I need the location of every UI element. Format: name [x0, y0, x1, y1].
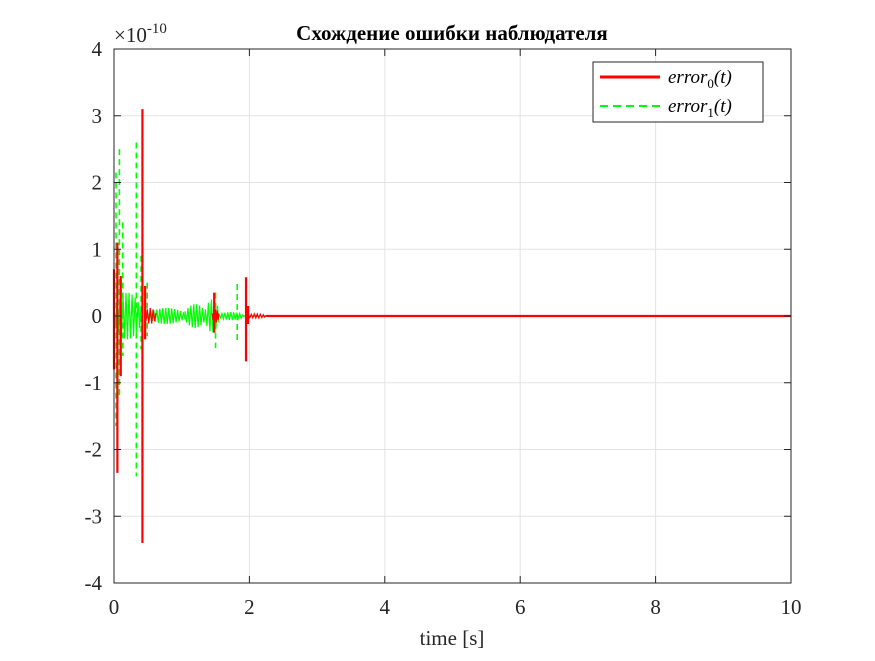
x-tick-label: 0: [109, 595, 120, 619]
x-tick-label: 10: [781, 595, 802, 619]
y-tick-label: 1: [92, 237, 103, 261]
y-tick-labels: 4 3 2 1 0 -1 -2 -3 -4: [85, 37, 103, 595]
y-tick-label: -2: [85, 438, 103, 462]
oscillation-band: [113, 292, 142, 340]
oscillation-band: [184, 304, 206, 329]
legend-label-error1: error1(t): [668, 96, 732, 120]
x-tick-label: 4: [380, 595, 391, 619]
y-exponent-power: -10: [147, 21, 167, 37]
y-tick-label: 0: [92, 304, 103, 328]
x-tick-labels: 0 2 4 6 8 10: [109, 595, 802, 619]
y-tick-label: 3: [92, 104, 103, 128]
x-axis-label: time [s]: [420, 626, 485, 650]
oscillation-band: [143, 307, 157, 324]
y-exponent-multiplier: ×10-10: [114, 21, 167, 47]
chart-title: Схождение ошибки наблюдателя: [296, 21, 608, 45]
y-tick-label: 2: [92, 171, 103, 195]
legend-label-error0: error0(t): [668, 67, 732, 91]
x-tick-label: 2: [244, 595, 255, 619]
y-tick-label: -1: [85, 371, 103, 395]
series-layer: [112, 109, 791, 543]
ticks: [113, 48, 792, 584]
y-tick-label: -4: [85, 571, 103, 595]
y-exponent-base: ×10: [114, 23, 147, 47]
legend-box: [592, 61, 764, 123]
x-tick-label: 8: [650, 595, 661, 619]
legend: error0(t) error1(t): [592, 61, 764, 123]
x-tick-label: 6: [515, 595, 526, 619]
y-tick-label: 4: [92, 37, 103, 61]
y-tick-label: -3: [85, 504, 103, 528]
oscillation-band: [218, 311, 244, 322]
